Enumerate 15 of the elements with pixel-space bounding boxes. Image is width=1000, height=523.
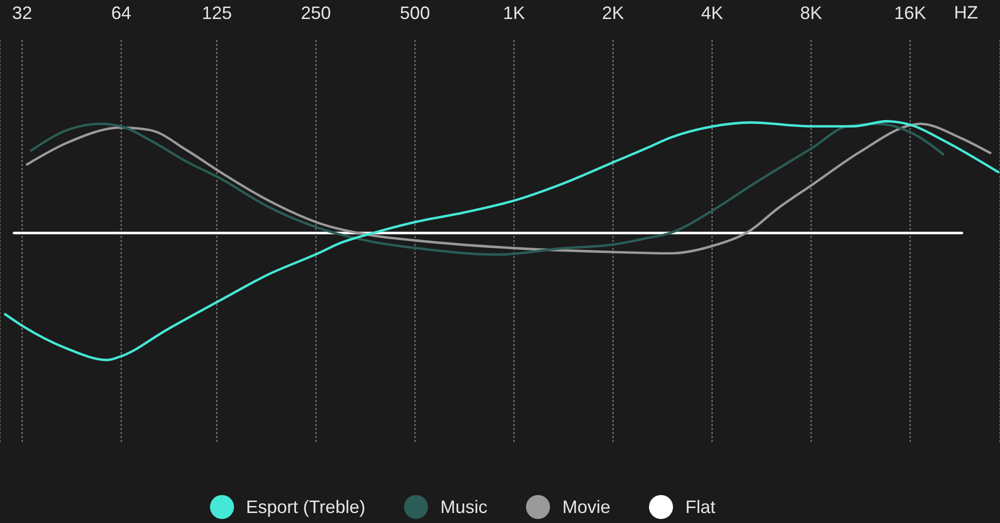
x-tick-label: 250	[300, 3, 331, 23]
x-tick-label: 500	[400, 3, 430, 23]
x-tick-label: 4K	[701, 3, 724, 23]
x-tick-label: 1K	[502, 3, 526, 23]
x-tick-label: 16K	[894, 3, 926, 23]
x-tick-label: 2K	[602, 3, 624, 23]
x-tick-label: 64	[111, 3, 132, 23]
legend-label: Music	[440, 496, 488, 518]
x-tick-label: 8K	[800, 3, 822, 23]
legend-label: Esport (Treble)	[246, 496, 366, 518]
x-axis-title: HZ	[954, 2, 978, 24]
x-tick-label: 125	[202, 3, 232, 23]
x-tick-label: 32	[12, 3, 32, 23]
legend-label: Movie	[562, 496, 610, 518]
legend-label: Flat	[685, 496, 716, 518]
